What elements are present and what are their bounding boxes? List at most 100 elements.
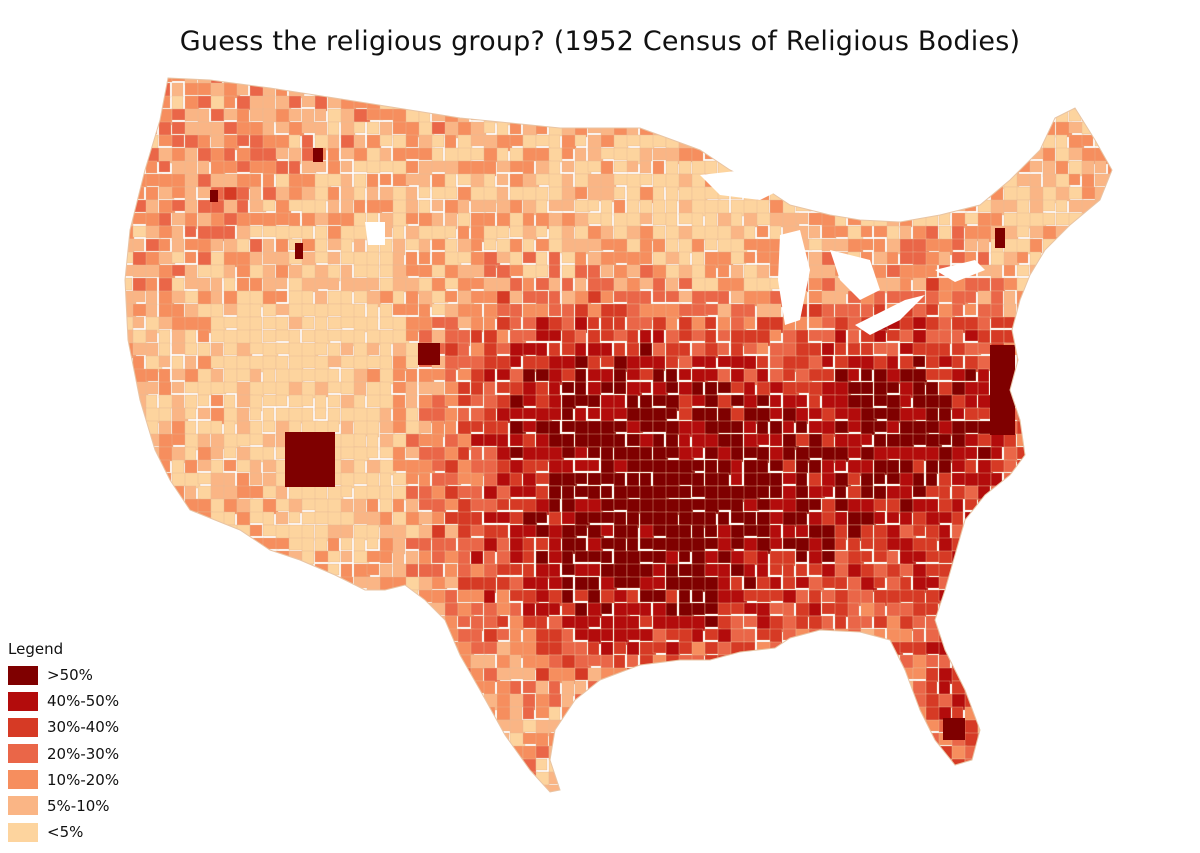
- county-cell: [938, 78, 953, 87]
- county-cell: [639, 693, 654, 711]
- county-cell: [1042, 95, 1059, 112]
- county-cell: [886, 160, 904, 173]
- county-cell: [600, 732, 617, 747]
- county-cell: [1003, 82, 1019, 97]
- county-cell: [912, 732, 926, 749]
- county-cell: [223, 498, 238, 515]
- county-cell: [1094, 95, 1108, 112]
- county-cell: [834, 719, 847, 734]
- county-cell: [379, 537, 396, 554]
- county-cell: [821, 745, 834, 761]
- county-cell: [639, 160, 652, 174]
- county-cell: [782, 732, 795, 745]
- county-cell: [327, 225, 342, 240]
- county-cell: [666, 798, 678, 810]
- county-cell: [795, 394, 808, 408]
- county-cell: [210, 446, 224, 460]
- county-cell: [951, 602, 965, 615]
- county-cell: [483, 459, 498, 476]
- county-cell: [770, 798, 784, 811]
- county-cell: [717, 212, 734, 229]
- county-cell: [652, 251, 667, 267]
- county-cell: [613, 589, 628, 603]
- county-cell: [1042, 394, 1058, 407]
- county-cell: [861, 798, 876, 809]
- county-cell: [275, 641, 289, 654]
- county-cell: [288, 589, 304, 602]
- county-cell: [327, 537, 340, 553]
- county-cell: [561, 680, 575, 697]
- county-cell: [1068, 420, 1084, 438]
- county-cell: [353, 589, 368, 602]
- county-cell: [340, 485, 353, 498]
- county-cell: [145, 78, 158, 87]
- county-cell: [353, 381, 367, 397]
- county-cell: [990, 719, 1003, 735]
- county-cell: [912, 719, 928, 732]
- county-cell: [548, 407, 562, 421]
- county-cell: [379, 160, 396, 173]
- county-cell: [821, 667, 835, 682]
- county-cell: [652, 641, 668, 654]
- county-cell: [613, 563, 628, 579]
- county-cell: [158, 498, 171, 513]
- county-cell: [327, 550, 341, 563]
- county-cell: [366, 199, 383, 214]
- county-cell: [288, 277, 305, 292]
- county-cell: [743, 537, 760, 552]
- county-cell: [340, 589, 357, 606]
- county-cell: [431, 238, 448, 251]
- county-cell: [730, 433, 744, 450]
- county-cell: [1081, 160, 1095, 177]
- county-cell: [899, 719, 916, 736]
- county-cell: [756, 121, 773, 137]
- county-cell: [587, 381, 602, 396]
- county-cell: [457, 394, 474, 407]
- county-cell: [1107, 108, 1112, 123]
- county-cell: [184, 95, 200, 112]
- county-cell: [145, 576, 162, 593]
- county-cell: [1004, 798, 1019, 809]
- county-cell: [509, 368, 525, 385]
- county-cell: [314, 719, 330, 737]
- county-cell: [496, 95, 512, 108]
- county-cell: [899, 368, 916, 383]
- county-cell: [301, 368, 317, 382]
- county-cell: [509, 290, 523, 304]
- county-cell: [223, 537, 241, 555]
- county-cell: [717, 82, 730, 95]
- county-cell: [783, 798, 797, 810]
- county-cell: [704, 316, 717, 330]
- county-cell: [366, 78, 381, 86]
- county-cell: [314, 342, 328, 356]
- county-cell: [171, 355, 184, 371]
- county-cell: [964, 420, 980, 434]
- county-cell: [613, 771, 627, 788]
- county-cell: [1081, 498, 1096, 516]
- county-cell: [509, 446, 526, 459]
- county-cell: [249, 433, 266, 446]
- county-cell: [1107, 121, 1112, 139]
- county-cell: [548, 277, 561, 292]
- county-cell: [1068, 758, 1083, 772]
- county-cell: [444, 355, 461, 371]
- county-cell: [1042, 732, 1057, 748]
- county-cell: [1069, 798, 1082, 813]
- county-cell: [626, 433, 641, 447]
- county-cell: [1081, 420, 1098, 435]
- county-cell: [125, 524, 137, 541]
- county-cell: [730, 550, 746, 565]
- county-cell: [1055, 277, 1069, 293]
- county-cell: [834, 329, 847, 346]
- county-cell: [522, 784, 537, 792]
- county-cell: [1081, 394, 1095, 407]
- county-cell: [132, 147, 147, 164]
- county-cell: [795, 719, 810, 733]
- county-cell: [184, 472, 201, 489]
- county-cell: [145, 615, 159, 628]
- county-cell: [587, 615, 601, 628]
- county-cell: [704, 108, 719, 126]
- county-cell: [834, 537, 847, 551]
- county-cell: [860, 459, 874, 475]
- county-cell: [834, 160, 848, 173]
